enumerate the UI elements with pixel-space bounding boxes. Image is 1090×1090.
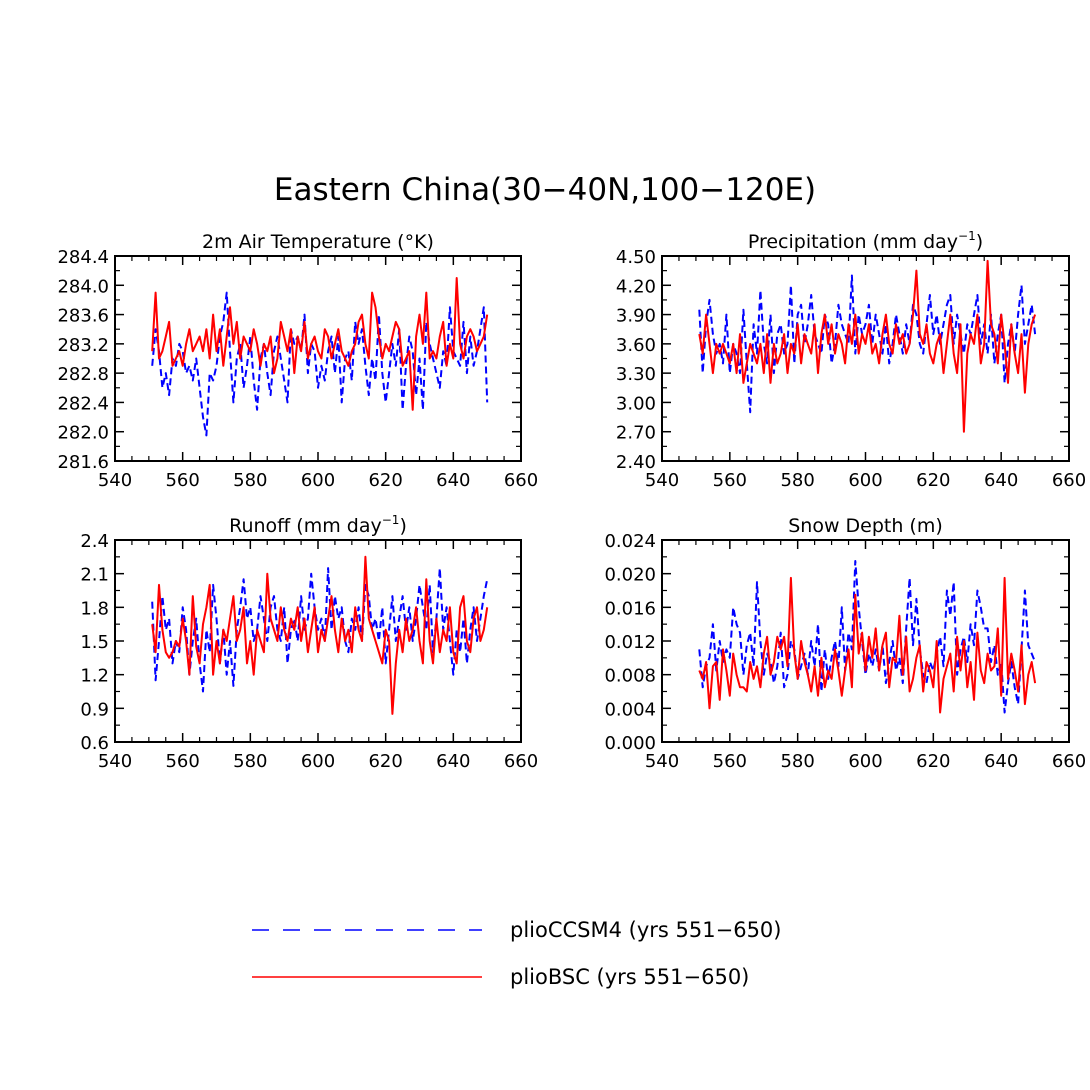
y-tick-label: 3.90 — [616, 306, 656, 327]
series-line-plioCCSM4 — [698, 560, 1037, 714]
panel-title: Snow Depth (m) — [788, 515, 943, 537]
x-tick-label: 660 — [504, 751, 538, 772]
panel-title: 2m Air Temperature (°K) — [202, 231, 434, 253]
figure-title: Eastern China(30−40N,100−120E) — [274, 172, 816, 208]
x-tick-label: 600 — [301, 751, 335, 772]
x-tick-label: 660 — [1052, 470, 1086, 491]
y-tick-label: 0.004 — [604, 699, 656, 720]
x-tick-label: 580 — [233, 470, 267, 491]
x-tick-label: 640 — [436, 751, 470, 772]
y-tick-label: 0.000 — [604, 733, 656, 754]
panel-title: Precipitation (mm day−1) — [748, 229, 983, 253]
panel-0: 2m Air Temperature (°K) 540 560 580 600 620 64… — [57, 231, 538, 491]
x-tick-label: 640 — [436, 470, 470, 491]
x-tick-label: 540 — [98, 470, 132, 491]
y-tick-label: 283.2 — [57, 335, 109, 356]
y-tick-label: 284.4 — [57, 247, 109, 268]
y-tick-label: 283.6 — [57, 306, 109, 327]
x-tick-label: 640 — [984, 751, 1018, 772]
panel-title: Runoff (mm day−1) — [229, 513, 407, 537]
legend-label-bsc: plioBSC (yrs 551−650) — [510, 965, 749, 989]
x-tick-label: 560 — [165, 751, 199, 772]
plot-frame — [661, 539, 1070, 743]
x-tick-label: 600 — [848, 470, 882, 491]
y-tick-label: 3.00 — [616, 393, 656, 414]
y-tick-label: 2.70 — [616, 423, 656, 444]
y-tick-label: 0.008 — [604, 666, 656, 687]
y-tick-label: 0.9 — [80, 699, 109, 720]
y-tick-label: 282.4 — [57, 393, 109, 414]
series-line-plioBSC — [151, 277, 489, 411]
panel-title-sup: −1 — [382, 513, 400, 527]
x-tick-label: 640 — [984, 470, 1018, 491]
y-tick-label: 0.012 — [604, 632, 656, 653]
y-tick-label: 4.20 — [616, 276, 656, 297]
y-tick-label: 281.6 — [57, 452, 109, 473]
y-tick-label: 282.8 — [57, 364, 109, 385]
x-tick-label: 540 — [645, 470, 679, 491]
y-tick-label: 2.40 — [616, 452, 656, 473]
x-tick-label: 620 — [916, 751, 950, 772]
y-tick-label: 0.020 — [604, 565, 656, 586]
y-tick-label: 3.60 — [616, 335, 656, 356]
series-line-plioCCSM4 — [151, 291, 489, 437]
panel-title-main: Snow Depth (m) — [788, 515, 943, 537]
legend-label-ccsm4: plioCCSM4 (yrs 551−650) — [510, 918, 781, 942]
x-tick-label: 620 — [368, 751, 402, 772]
x-tick-label: 540 — [645, 751, 679, 772]
x-tick-label: 560 — [713, 751, 747, 772]
panel-title-tail: ) — [976, 231, 983, 253]
panel-3: Snow Depth (m) 540 560 580 600 620 640 660 0.000… — [604, 515, 1086, 772]
x-tick-label: 600 — [848, 751, 882, 772]
y-tick-label: 0.6 — [80, 733, 109, 754]
y-tick-label: 1.2 — [80, 666, 109, 687]
y-tick-label: 2.1 — [80, 565, 109, 586]
y-tick-label: 0.016 — [604, 598, 656, 619]
series-line-plioCCSM4 — [698, 274, 1037, 414]
x-tick-label: 580 — [780, 751, 814, 772]
x-tick-label: 620 — [368, 470, 402, 491]
y-tick-label: 1.5 — [80, 632, 109, 653]
panel-title-main: Precipitation (mm day — [748, 231, 958, 253]
x-tick-label: 540 — [98, 751, 132, 772]
panel-title-tail: ) — [399, 515, 406, 537]
x-tick-label: 660 — [504, 470, 538, 491]
x-tick-label: 600 — [301, 470, 335, 491]
panels: 2m Air Temperature (°K) 540 560 580 600 620 64… — [57, 229, 1086, 772]
y-tick-label: 0.024 — [604, 531, 656, 552]
panel-title-main: 2m Air Temperature (°K) — [202, 231, 434, 253]
series-line-plioCCSM4 — [151, 567, 489, 693]
series-line-plioBSC — [698, 259, 1037, 433]
series-line-plioBSC — [698, 576, 1037, 714]
x-tick-label: 560 — [713, 470, 747, 491]
y-tick-label: 282.0 — [57, 423, 109, 444]
x-tick-label: 620 — [916, 470, 950, 491]
series-line-plioBSC — [151, 555, 489, 715]
y-tick-label: 3.30 — [616, 364, 656, 385]
panel-2: Runoff (mm day−1) 540 560 580 600 620 640 660 0.… — [80, 513, 538, 772]
x-tick-label: 660 — [1052, 751, 1086, 772]
x-tick-label: 580 — [233, 751, 267, 772]
x-tick-label: 560 — [165, 470, 199, 491]
panel-1: Precipitation (mm day−1) 540 560 580 600 620 6… — [616, 229, 1086, 491]
y-tick-label: 284.0 — [57, 276, 109, 297]
panel-title-main: Runoff (mm day — [229, 515, 382, 537]
y-tick-label: 4.50 — [616, 247, 656, 268]
legend: plioCCSM4 (yrs 551−650) plioBSC (yrs 551… — [252, 918, 781, 989]
y-tick-label: 1.8 — [80, 598, 109, 619]
x-tick-label: 580 — [780, 470, 814, 491]
panel-title-sup: −1 — [958, 229, 976, 243]
y-tick-label: 2.4 — [80, 531, 109, 552]
